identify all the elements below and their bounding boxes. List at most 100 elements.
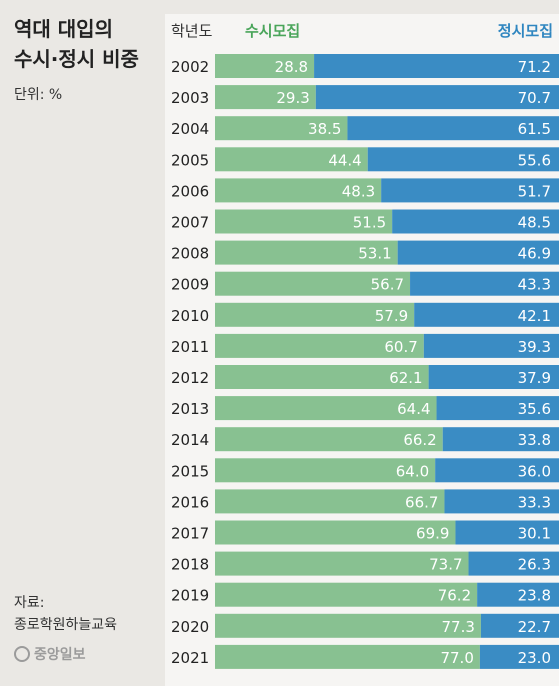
bar-early [215,271,411,296]
bar-regular [444,489,559,514]
bar-early [215,333,424,358]
bar-early [215,85,316,110]
value-regular: 30.1 [518,525,551,543]
stacked-bar-chart: 학년도 수시모집 정시모집 2002 28.8 71.2 2003 29.3 70.7 2004 3… [171,22,559,669]
value-regular: 37.9 [518,369,551,387]
value-early: 66.2 [403,431,436,449]
value-early: 77.3 [442,618,475,636]
bar-early [215,178,382,203]
bar-regular [480,613,559,638]
value-regular: 42.1 [518,307,551,325]
value-regular: 39.3 [518,338,551,356]
value-early: 44.4 [328,151,361,169]
bar-regular [423,333,559,358]
year-label: 2008 [171,245,209,263]
bar-regular [392,209,559,234]
value-early: 57.9 [375,307,408,325]
bar-early [215,458,436,483]
year-label: 2013 [171,400,209,418]
year-label: 2015 [171,462,209,480]
value-early: 77.0 [440,649,473,667]
value-early: 56.7 [371,276,404,294]
legend-early: 수시모집 [245,22,300,40]
value-regular: 51.7 [518,182,551,200]
bar-regular [435,458,559,483]
value-regular: 48.5 [518,214,551,232]
bar-regular [397,240,559,265]
publisher-logo: 중앙일보 [14,644,86,664]
year-label: 2005 [171,151,209,169]
value-regular: 46.9 [518,245,551,263]
year-label: 2021 [171,649,209,667]
value-regular: 70.7 [518,89,551,107]
value-early: 53.1 [358,245,391,263]
value-regular: 23.0 [518,649,551,667]
value-regular: 55.6 [518,151,551,169]
year-label: 2020 [171,618,209,636]
year-label: 2019 [171,587,209,605]
source: 자료: 종로학원하늘교육 [14,592,117,636]
bar-early [215,427,443,452]
value-early: 64.4 [397,400,430,418]
value-early: 60.7 [384,338,417,356]
value-early: 76.2 [438,587,471,605]
year-label: 2011 [171,338,209,356]
value-early: 48.3 [342,182,375,200]
unit-label: 단위: % [14,87,63,103]
logo-circle-icon [14,646,30,662]
bar-regular [347,116,559,141]
year-label: 2014 [171,431,209,449]
bar-regular [436,396,559,421]
year-label: 2012 [171,369,209,387]
bar-early [215,520,456,545]
bar-early [215,116,348,141]
value-early: 62.1 [389,369,422,387]
value-regular: 33.3 [518,493,551,511]
bar-regular [479,644,559,669]
value-regular: 26.3 [518,556,551,574]
legend-regular: 정시모집 [498,22,553,40]
value-early: 38.5 [308,120,341,138]
bar-regular [381,178,559,203]
logo-text: 중앙일보 [34,647,86,663]
bar-early [215,147,368,172]
bar-early [215,54,315,78]
category-header: 학년도 [171,22,213,40]
bar-regular [455,520,559,545]
value-regular: 36.0 [518,462,551,480]
bar-regular [410,271,559,296]
source-name: 종로학원하늘교육 [14,617,118,633]
year-label: 2009 [171,276,209,294]
value-early: 66.7 [405,493,438,511]
bar-early [215,644,480,669]
year-label: 2006 [171,182,209,200]
value-early: 29.3 [276,89,309,107]
year-label: 2018 [171,556,209,574]
value-regular: 22.7 [518,618,551,636]
bar-regular [314,54,559,78]
value-regular: 35.6 [518,400,551,418]
value-regular: 61.5 [518,120,551,138]
bar-early [215,240,398,265]
title-line-1: 역대 대입의 [14,17,113,41]
year-label: 2004 [171,120,209,138]
bar-early [215,396,437,421]
year-label: 2002 [171,58,209,76]
bar-regular [414,302,559,327]
bar-early [215,209,393,234]
bar-early [215,551,469,576]
year-label: 2016 [171,493,209,511]
chart-title: 역대 대입의 수시·정시 비중 [14,14,139,74]
bar-regular [367,147,559,172]
value-early: 64.0 [396,462,429,480]
year-label: 2007 [171,214,209,232]
bar-regular [477,582,559,607]
year-label: 2010 [171,307,209,325]
source-label: 자료: [14,595,45,611]
bar-early [215,582,478,607]
bar-early [215,302,415,327]
title-line-2: 수시·정시 비중 [14,47,139,71]
value-early: 28.8 [275,58,308,76]
value-regular: 33.8 [518,431,551,449]
value-early: 69.9 [416,525,449,543]
